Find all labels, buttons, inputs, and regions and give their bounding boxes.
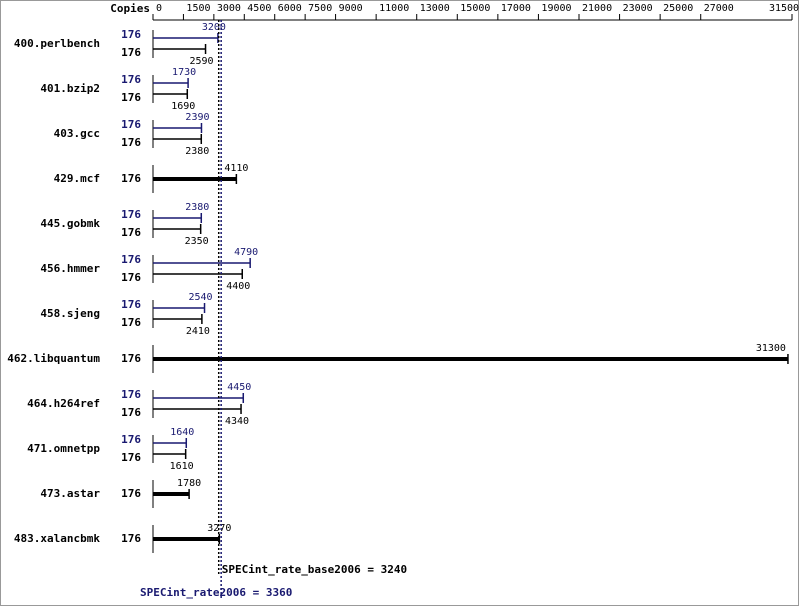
value-label: 2380 [185, 202, 209, 213]
copies-label: 176 [121, 352, 141, 365]
copies-label: 176 [121, 271, 141, 284]
x-tick-label: 31500 [769, 3, 799, 14]
x-tick-label: 6000 [278, 3, 302, 14]
copies-label: 176 [121, 532, 141, 545]
value-label: 3200 [202, 22, 226, 33]
benchmark-label: 400.perlbench [14, 37, 100, 50]
x-tick-label: 0 [156, 3, 162, 14]
copies-label: 176 [121, 118, 141, 131]
copies-label: 176 [121, 46, 141, 59]
reference-label: SPECint_rate_base2006 = 3240 [222, 563, 407, 576]
copies-label: 176 [121, 433, 141, 446]
value-label: 1610 [170, 461, 194, 472]
x-tick-label: 23000 [623, 3, 653, 14]
value-label: 4340 [225, 416, 249, 427]
copies-label: 176 [121, 226, 141, 239]
x-tick-label: 9000 [339, 3, 363, 14]
copies-header: Copies [110, 2, 150, 15]
value-label: 4110 [224, 163, 248, 174]
benchmark-label: 462.libquantum [7, 352, 100, 365]
copies-label: 176 [121, 73, 141, 86]
value-label: 1690 [171, 101, 195, 112]
value-label: 2410 [186, 326, 210, 337]
copies-label: 176 [121, 28, 141, 41]
x-tick-label: 11000 [379, 3, 409, 14]
copies-label: 176 [121, 451, 141, 464]
benchmark-label: 473.astar [40, 487, 100, 500]
benchmark-label: 471.omnetpp [27, 442, 100, 455]
benchmark-label: 464.h264ref [27, 397, 100, 410]
copies-label: 176 [121, 298, 141, 311]
x-tick-label: 1500 [186, 3, 210, 14]
copies-label: 176 [121, 208, 141, 221]
x-tick-label: 25000 [663, 3, 693, 14]
benchmark-label: 445.gobmk [40, 217, 100, 230]
value-label: 4400 [226, 281, 250, 292]
x-tick-label: 3000 [217, 3, 241, 14]
value-label: 1640 [170, 427, 194, 438]
value-label: 4450 [227, 382, 251, 393]
copies-label: 176 [121, 406, 141, 419]
benchmark-label: 401.bzip2 [40, 82, 100, 95]
x-tick-label: 21000 [582, 3, 612, 14]
value-label: 31300 [756, 343, 786, 354]
copies-label: 176 [121, 253, 141, 266]
copies-label: 176 [121, 172, 141, 185]
x-tick-label: 4500 [247, 3, 271, 14]
copies-label: 176 [121, 316, 141, 329]
value-label: 2540 [188, 292, 212, 303]
benchmark-label: 456.hmmer [40, 262, 100, 275]
value-label: 2390 [185, 112, 209, 123]
x-tick-label: 19000 [541, 3, 571, 14]
copies-label: 176 [121, 388, 141, 401]
value-label: 1730 [172, 67, 196, 78]
value-label: 4790 [234, 247, 258, 258]
value-label: 2590 [189, 56, 213, 67]
x-tick-label: 7500 [308, 3, 332, 14]
x-tick-label: 17000 [501, 3, 531, 14]
copies-label: 176 [121, 136, 141, 149]
x-tick-label: 13000 [420, 3, 450, 14]
copies-label: 176 [121, 91, 141, 104]
copies-label: 176 [121, 487, 141, 500]
benchmark-label: 429.mcf [54, 172, 100, 185]
benchmark-label: 483.xalancbmk [14, 532, 100, 545]
value-label: 2350 [185, 236, 209, 247]
benchmark-label: 458.sjeng [40, 307, 100, 320]
reference-label: SPECint_rate2006 = 3360 [140, 586, 292, 599]
value-label: 1780 [177, 478, 201, 489]
value-label: 2380 [185, 146, 209, 157]
x-tick-label: 15000 [460, 3, 490, 14]
x-tick-label: 27000 [704, 3, 734, 14]
benchmark-label: 403.gcc [54, 127, 100, 140]
